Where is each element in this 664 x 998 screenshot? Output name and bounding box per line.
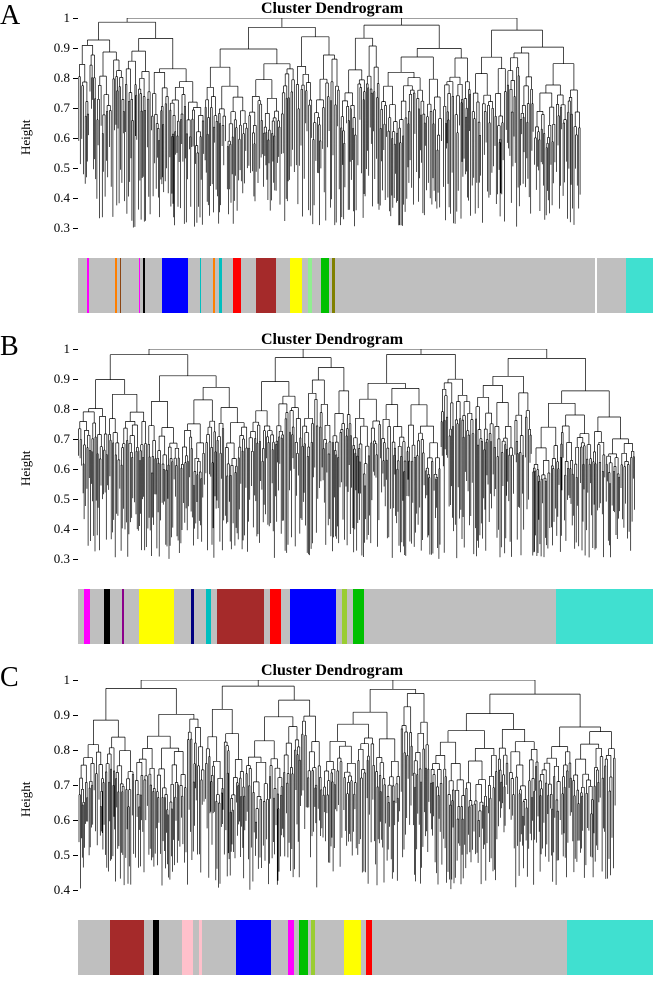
y-tick-label: 0.8 [40, 401, 70, 417]
color-segment [78, 920, 110, 975]
color-segment [121, 258, 138, 313]
y-tick-label: 0.9 [40, 371, 70, 387]
color-segment [315, 920, 344, 975]
y-axis-label: Height [18, 782, 34, 817]
color-segment [202, 920, 237, 975]
y-tick-label: 0.7 [40, 100, 70, 116]
color-segment [567, 920, 653, 975]
module-color-bar [78, 258, 653, 313]
y-tick-mark [73, 890, 78, 891]
color-segment [372, 920, 568, 975]
y-tick-label: 0.8 [40, 742, 70, 758]
color-segment [556, 589, 653, 644]
color-segment [201, 258, 213, 313]
y-tick-label: 0.6 [40, 130, 70, 146]
y-tick-label: 0.6 [40, 461, 70, 477]
dendrogram-plot [78, 18, 653, 228]
color-segment [222, 258, 232, 313]
y-tick-label: 0.4 [40, 190, 70, 206]
color-segment [290, 589, 336, 644]
color-segment [144, 920, 153, 975]
color-segment [276, 258, 290, 313]
color-segment [597, 258, 626, 313]
y-tick-mark [73, 559, 78, 560]
y-tick-label: 0.3 [40, 220, 70, 236]
color-segment [236, 920, 271, 975]
y-tick-label: 0.7 [40, 777, 70, 793]
color-segment [188, 258, 200, 313]
color-segment [281, 589, 290, 644]
color-segment [241, 258, 255, 313]
color-segment [145, 258, 162, 313]
dendrogram-svg [78, 349, 653, 559]
y-tick-label: 0.8 [40, 70, 70, 86]
color-segment [626, 258, 653, 313]
color-segment [124, 589, 139, 644]
y-tick-label: 0.5 [40, 847, 70, 863]
y-tick-label: 0.3 [40, 551, 70, 567]
y-tick-label: 0.7 [40, 431, 70, 447]
panel-label: B [0, 331, 19, 363]
panel-a: A Cluster Dendrogram Height 0.3 0.4 0.5 0.6 0.7… [0, 0, 664, 330]
dendrogram-plot [78, 349, 653, 559]
color-segment [162, 258, 188, 313]
color-segment [344, 920, 361, 975]
y-axis-label: Height [18, 451, 34, 486]
panel-c: C Cluster Dendrogram Height 0.4 0.5 0.6 0.7 0.8… [0, 662, 664, 992]
color-segment [139, 589, 174, 644]
y-tick-label: 0.4 [40, 521, 70, 537]
panel-label: A [0, 0, 20, 32]
y-tick-mark [73, 228, 78, 229]
color-segment [299, 920, 308, 975]
module-color-bar [78, 589, 653, 644]
color-segment [290, 258, 302, 313]
y-tick-label: 1 [40, 341, 70, 357]
y-tick-label: 0.5 [40, 491, 70, 507]
y-tick-label: 0.5 [40, 160, 70, 176]
color-segment [110, 920, 145, 975]
color-segment [312, 258, 321, 313]
color-segment [270, 589, 282, 644]
color-segment [217, 589, 263, 644]
y-tick-label: 0.6 [40, 812, 70, 828]
panel-label: C [0, 662, 19, 694]
color-segment [233, 258, 242, 313]
chart-title: Cluster Dendrogram [261, 0, 403, 18]
dendrogram-svg [78, 680, 653, 890]
color-segment [335, 258, 595, 313]
panel-b: B Cluster Dendrogram Height 0.3 0.4 0.5 0.6 0.7… [0, 331, 664, 661]
color-segment [89, 258, 115, 313]
dendrogram-plot [78, 680, 653, 890]
chart-title: Cluster Dendrogram [261, 662, 403, 680]
color-segment [271, 920, 288, 975]
module-color-bar [78, 920, 653, 975]
y-tick-label: 1 [40, 672, 70, 688]
color-segment [256, 258, 276, 313]
color-segment [90, 589, 105, 644]
color-segment [159, 920, 182, 975]
color-segment [174, 589, 191, 644]
color-segment [364, 589, 556, 644]
color-segment [321, 258, 330, 313]
color-segment [353, 589, 365, 644]
y-axis-label: Height [18, 120, 34, 155]
color-segment [78, 258, 87, 313]
y-tick-label: 1 [40, 10, 70, 26]
y-tick-label: 0.9 [40, 707, 70, 723]
dendrogram-svg [78, 18, 653, 228]
y-tick-label: 0.9 [40, 40, 70, 56]
color-segment [110, 589, 122, 644]
color-segment [182, 920, 194, 975]
color-segment [194, 589, 206, 644]
chart-title: Cluster Dendrogram [261, 331, 403, 349]
y-tick-label: 0.4 [40, 882, 70, 898]
